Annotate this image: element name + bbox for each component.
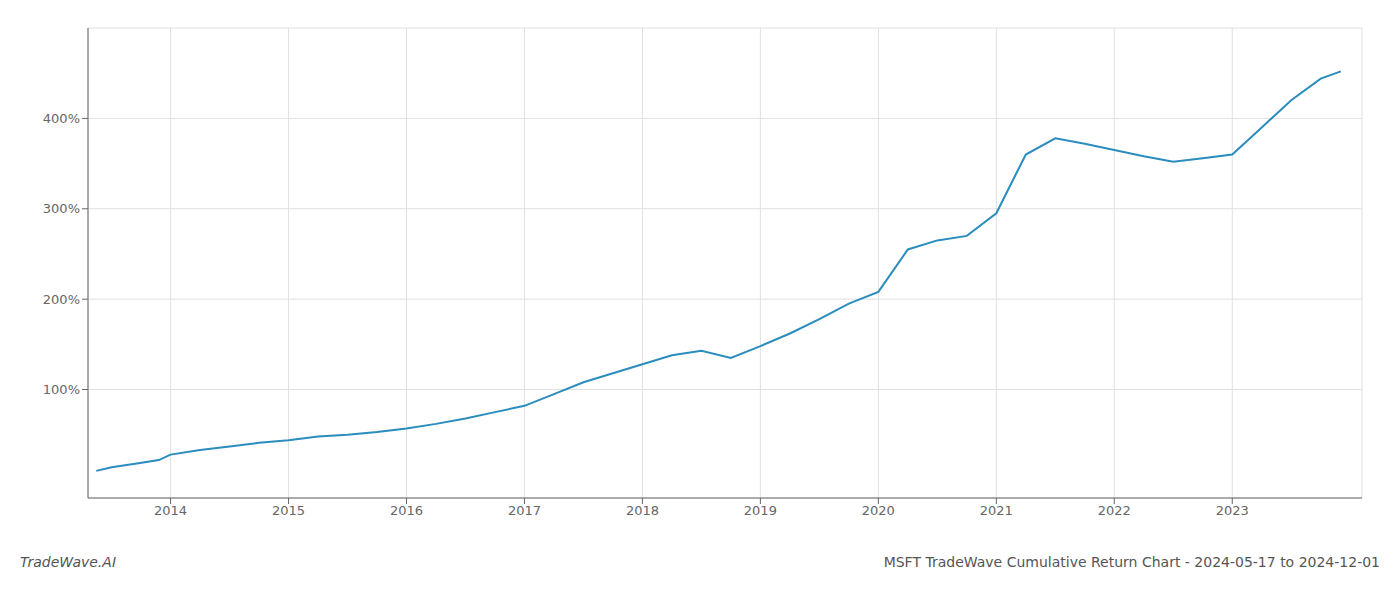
svg-text:2020: 2020 [862, 503, 895, 518]
svg-text:2015: 2015 [272, 503, 305, 518]
svg-text:2023: 2023 [1216, 503, 1249, 518]
svg-text:200%: 200% [43, 292, 80, 307]
svg-text:400%: 400% [43, 111, 80, 126]
svg-text:2022: 2022 [1098, 503, 1131, 518]
svg-text:2021: 2021 [980, 503, 1013, 518]
svg-text:100%: 100% [43, 382, 80, 397]
html-text:MSFT TradeWave Cumulative Retu: MSFT TradeWave Cumulative Return Chart -… [883, 554, 1380, 570]
svg-text:2017: 2017 [508, 503, 541, 518]
html-text:TradeWave.AI: TradeWave.AI [20, 554, 116, 570]
svg-text:2016: 2016 [390, 503, 423, 518]
svg-text:2019: 2019 [744, 503, 777, 518]
svg-text:2018: 2018 [626, 503, 659, 518]
svg-text:300%: 300% [43, 201, 80, 216]
svg-text:2014: 2014 [154, 503, 187, 518]
